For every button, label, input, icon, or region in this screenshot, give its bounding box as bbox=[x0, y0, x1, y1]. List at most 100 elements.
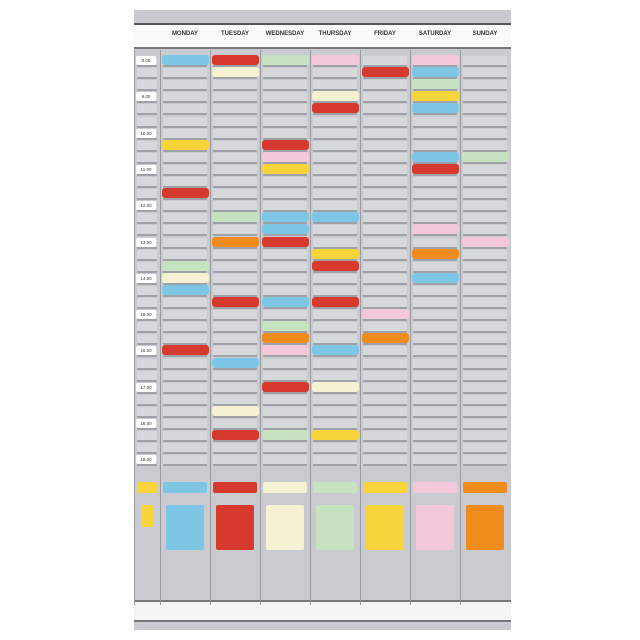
time-label: 11.00 bbox=[136, 164, 156, 174]
card-slot bbox=[163, 201, 207, 213]
t-card bbox=[262, 139, 309, 150]
card-slot bbox=[213, 322, 257, 334]
t-card bbox=[412, 224, 459, 235]
card-slot bbox=[413, 140, 457, 152]
card-slot bbox=[463, 177, 507, 188]
card-slot bbox=[263, 370, 307, 382]
card-slot bbox=[463, 285, 507, 297]
card-slot bbox=[313, 152, 357, 164]
card-slot bbox=[463, 394, 507, 406]
card-slot bbox=[137, 177, 157, 188]
t-card bbox=[162, 345, 209, 356]
board-column bbox=[160, 50, 211, 605]
t-card bbox=[312, 103, 359, 114]
card-slot bbox=[463, 225, 507, 237]
t-card bbox=[412, 103, 459, 114]
t-card bbox=[262, 333, 309, 344]
card-slot bbox=[263, 201, 307, 213]
card-slot bbox=[163, 104, 207, 116]
card-slot bbox=[213, 382, 257, 394]
card-slot bbox=[163, 80, 207, 92]
card-slot bbox=[163, 310, 207, 322]
card-slot bbox=[313, 116, 357, 128]
card-slot bbox=[463, 104, 507, 116]
card-slot bbox=[163, 358, 207, 370]
card-slot bbox=[363, 128, 407, 140]
time-label: 19.00 bbox=[136, 455, 156, 465]
card-slot bbox=[463, 310, 507, 322]
card-slot bbox=[163, 68, 207, 80]
t-card bbox=[162, 272, 209, 283]
card-slot bbox=[263, 80, 307, 92]
card-slot bbox=[363, 322, 407, 334]
card-slot bbox=[213, 80, 257, 92]
card-slot bbox=[413, 419, 457, 430]
card-slot bbox=[213, 261, 257, 273]
card-slot bbox=[313, 164, 357, 176]
card-slot bbox=[263, 394, 307, 406]
card-slot bbox=[463, 346, 507, 358]
card-slot bbox=[413, 406, 457, 418]
card-slot bbox=[137, 298, 157, 309]
card-slot bbox=[263, 116, 307, 128]
card-slot bbox=[463, 273, 507, 285]
card-slot bbox=[413, 261, 457, 273]
card-slot bbox=[463, 322, 507, 334]
card-slot bbox=[263, 273, 307, 285]
card-slot bbox=[413, 334, 457, 346]
card-slot bbox=[413, 394, 457, 406]
t-card bbox=[412, 55, 459, 65]
card-slot bbox=[263, 92, 307, 104]
card-slot bbox=[137, 116, 157, 128]
card-slot bbox=[213, 443, 257, 455]
card-slot bbox=[263, 406, 307, 418]
card-slot bbox=[363, 273, 407, 285]
t-card bbox=[312, 345, 359, 356]
card-slot bbox=[137, 189, 157, 201]
card-slot bbox=[413, 358, 457, 370]
card-slot bbox=[363, 370, 407, 382]
t-card bbox=[212, 430, 259, 441]
stock-card-tab bbox=[463, 482, 507, 493]
card-slot bbox=[363, 285, 407, 297]
card-slot bbox=[463, 419, 507, 430]
card-slot bbox=[163, 443, 207, 455]
stock-card bbox=[141, 505, 153, 527]
card-slot bbox=[363, 382, 407, 394]
stock-card bbox=[416, 505, 454, 550]
board-column bbox=[310, 50, 361, 605]
stock-card bbox=[466, 505, 504, 550]
card-slot bbox=[463, 382, 507, 394]
card-slot bbox=[163, 152, 207, 164]
card-slot bbox=[213, 177, 257, 188]
card-slot bbox=[137, 334, 157, 346]
t-card bbox=[212, 212, 259, 223]
card-slot bbox=[363, 225, 407, 237]
card-slot bbox=[263, 285, 307, 297]
t-card bbox=[262, 55, 309, 65]
card-slot bbox=[213, 164, 257, 176]
card-slot bbox=[213, 455, 257, 467]
t-card bbox=[262, 163, 309, 174]
card-slot bbox=[463, 201, 507, 213]
card-slot bbox=[413, 213, 457, 225]
card-slot bbox=[263, 177, 307, 188]
t-card bbox=[162, 139, 209, 150]
time-label: 13.00 bbox=[136, 237, 156, 247]
board-column bbox=[210, 50, 261, 605]
card-slot bbox=[413, 370, 457, 382]
t-card bbox=[312, 381, 359, 392]
t-card bbox=[312, 297, 359, 307]
card-slot bbox=[137, 358, 157, 370]
stock-card-tab bbox=[163, 482, 207, 493]
card-slot bbox=[263, 189, 307, 201]
card-slot bbox=[163, 177, 207, 188]
card-slot bbox=[463, 370, 507, 382]
card-slot bbox=[213, 346, 257, 358]
day-label: FRIDAY bbox=[374, 31, 396, 37]
card-slot bbox=[463, 455, 507, 467]
card-slot bbox=[363, 298, 407, 309]
card-slot bbox=[413, 443, 457, 455]
t-card bbox=[262, 224, 309, 235]
board-column bbox=[410, 50, 461, 605]
